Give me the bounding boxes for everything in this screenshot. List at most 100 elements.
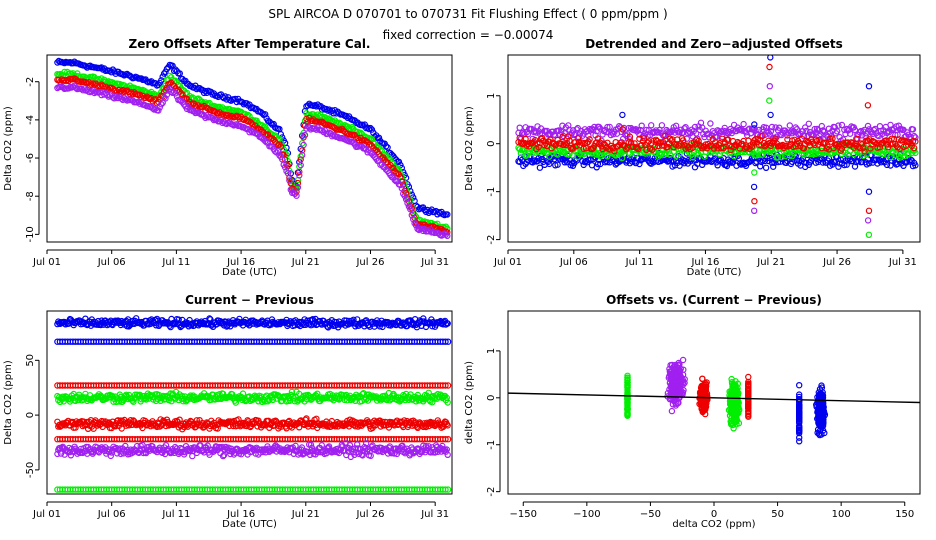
data-point xyxy=(379,323,386,331)
data-point xyxy=(668,137,675,144)
data-point xyxy=(325,443,333,450)
data-point xyxy=(87,417,95,424)
x-tick-label: Jul 01 xyxy=(493,257,522,268)
data-point xyxy=(786,122,794,129)
x-tick-label: Jul 11 xyxy=(161,257,190,268)
plot-points xyxy=(508,356,920,445)
data-point xyxy=(624,374,631,381)
data-point xyxy=(767,111,774,119)
data-point xyxy=(767,55,774,61)
data-point xyxy=(691,123,699,131)
data-point xyxy=(444,486,452,493)
data-point xyxy=(789,152,796,160)
data-point xyxy=(883,161,891,169)
data-point xyxy=(172,90,179,97)
x-tick-label: Jul 31 xyxy=(420,257,449,268)
data-point xyxy=(90,425,97,432)
x-tick-label: Jul 26 xyxy=(822,257,851,268)
data-point xyxy=(358,451,365,458)
data-point xyxy=(363,440,370,447)
data-point xyxy=(59,84,67,91)
data-point xyxy=(162,95,169,102)
x-tick-label: Jul 01 xyxy=(32,257,61,268)
data-point xyxy=(751,169,758,176)
x-tick-label: Jul 16 xyxy=(226,257,255,268)
data-point xyxy=(889,126,897,134)
data-point xyxy=(638,141,645,149)
data-point xyxy=(176,416,183,423)
x-tick-label: Jul 11 xyxy=(625,257,654,268)
x-tick-label: Jul 11 xyxy=(161,509,190,520)
data-point xyxy=(554,161,561,168)
data-point xyxy=(444,399,451,406)
data-point xyxy=(444,320,451,327)
data-point xyxy=(657,139,664,146)
data-point xyxy=(786,142,794,149)
data-point xyxy=(619,111,626,119)
data-point xyxy=(247,119,255,126)
data-point xyxy=(865,231,873,238)
data-point xyxy=(619,126,626,133)
data-point xyxy=(297,161,304,169)
figure-subtitle: fixed correction = −0.00074 xyxy=(383,28,554,42)
data-point xyxy=(766,82,774,90)
data-point xyxy=(373,444,381,452)
data-point xyxy=(397,169,404,177)
data-point xyxy=(567,144,574,152)
data-point xyxy=(695,137,702,145)
data-point xyxy=(659,138,667,146)
data-point xyxy=(138,75,145,82)
plot-frame xyxy=(46,310,453,495)
data-point xyxy=(619,135,627,143)
data-point xyxy=(158,100,165,108)
data-point xyxy=(259,110,266,117)
data-point xyxy=(294,184,302,191)
data-point xyxy=(531,128,539,135)
data-point xyxy=(107,452,115,460)
y-tick-label: 1 xyxy=(486,93,497,99)
data-point xyxy=(866,160,873,167)
data-point xyxy=(575,134,583,141)
data-point xyxy=(303,415,310,422)
data-point xyxy=(444,436,452,443)
data-point xyxy=(410,215,417,223)
data-point xyxy=(220,451,228,459)
plot-frame xyxy=(46,54,453,243)
data-point xyxy=(843,161,850,168)
data-point xyxy=(246,128,253,136)
data-point xyxy=(442,486,449,493)
data-point xyxy=(681,125,688,132)
data-point xyxy=(648,122,655,129)
data-point xyxy=(635,126,642,134)
y-tick-label: -8 xyxy=(25,191,36,201)
data-point xyxy=(668,407,676,415)
data-point xyxy=(768,123,776,131)
data-point xyxy=(106,67,114,74)
panel-title: Detrended and Zero−adjusted Offsets xyxy=(585,37,843,51)
x-tick-label: Jul 26 xyxy=(355,509,384,520)
data-point xyxy=(912,138,919,145)
data-point xyxy=(624,402,631,409)
data-point xyxy=(651,143,659,150)
data-point xyxy=(204,442,211,449)
data-point xyxy=(594,160,602,168)
data-point xyxy=(412,398,420,405)
figure-title: SPL AIRCOA D 070701 to 070731 Fit Flushi… xyxy=(268,7,667,21)
data-point xyxy=(721,124,728,132)
y-tick-label: -2 xyxy=(486,235,497,245)
y-tick-label: 0 xyxy=(486,141,497,147)
data-point xyxy=(813,125,821,133)
data-point xyxy=(318,127,326,134)
data-point xyxy=(776,124,783,131)
data-point xyxy=(624,410,631,418)
data-point xyxy=(299,140,306,147)
data-point xyxy=(442,338,449,345)
data-point xyxy=(359,452,366,459)
data-point xyxy=(765,157,772,165)
data-point xyxy=(838,121,846,129)
data-point xyxy=(170,421,177,429)
data-point xyxy=(624,372,631,379)
data-point xyxy=(707,120,714,127)
data-point xyxy=(805,120,813,128)
